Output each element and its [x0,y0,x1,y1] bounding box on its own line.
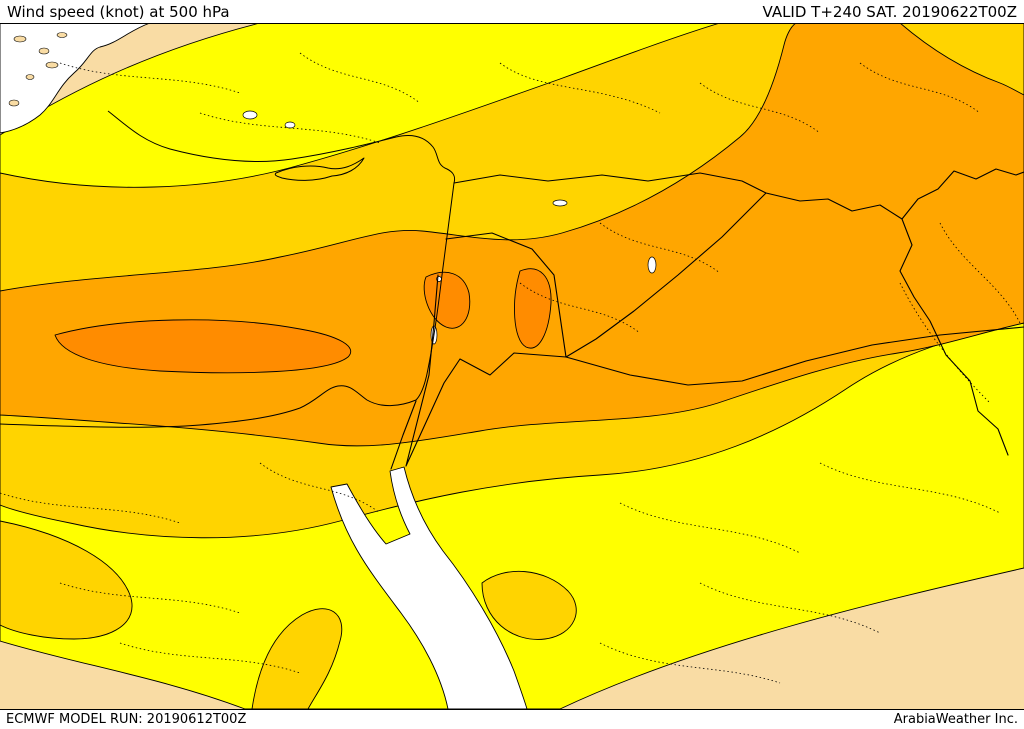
footer-bar: ECMWF MODEL RUN: 20190612T00Z ArabiaWeat… [0,709,1024,729]
lake [552,199,568,207]
valid-time: VALID T+240 SAT. 20190622T00Z [762,2,1017,21]
lake [242,110,258,120]
fill-gold-region-3 [251,608,343,709]
cyprus-coastline [274,157,365,181]
model-run: ECMWF MODEL RUN: 20190612T00Z [6,712,247,727]
lake [284,121,296,129]
country-borders [390,168,1024,470]
coastline [0,110,456,428]
header-bar: Wind speed (knot) at 500 hPa VALID T+240… [0,0,1024,23]
fill-dark-orange-core-3 [514,268,552,349]
lake [647,256,657,274]
aegean-islands [8,32,68,107]
admin-boundaries-dotted [0,52,1021,684]
aegean-sea [0,23,151,134]
red-sea [330,466,528,709]
fill-dark-orange-core-2 [423,271,471,329]
fill-gold-region-2 [0,520,133,640]
map-frame-line [0,23,1024,24]
aegean-island [25,74,35,80]
aegean-island [38,47,50,55]
fill-gold-region-4 [481,570,577,640]
map-area [0,23,1024,709]
aegean-island [45,61,59,69]
weather-map [0,23,1024,709]
map-title: Wind speed (knot) at 500 hPa [7,2,230,21]
aegean-island [8,99,20,107]
aegean-island [56,32,68,38]
provider: ArabiaWeather Inc. [893,712,1018,727]
aegean-island [13,35,27,43]
fill-dark-orange-core-1 [54,319,352,374]
